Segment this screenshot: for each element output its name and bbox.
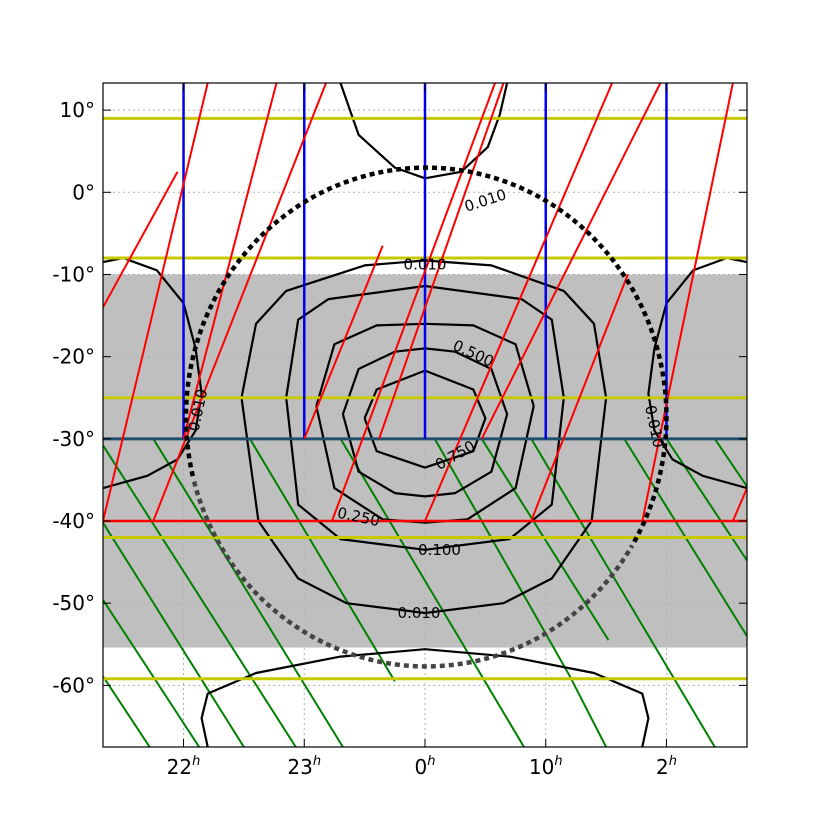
- x-tick-sup: h: [313, 754, 321, 769]
- green-hatch-line: [339, 438, 525, 747]
- red-diagonal-line: [378, 83, 505, 440]
- axis-ticks: 22h 23h 0h 10h 2h10°0°-10°-20°-30°-40°-50°-6…: [52, 83, 747, 779]
- circle-segment-dashed-black: [183, 165, 669, 543]
- y-tick-label: -40°: [52, 509, 95, 533]
- red-diagonal-line: [424, 83, 614, 522]
- contour-label: 0.100: [418, 541, 461, 559]
- x-tick-sup: h: [554, 754, 562, 769]
- x-tick-label: 2h: [656, 754, 677, 779]
- red-diagonal-lines: [103, 83, 747, 522]
- contour-line-0.750: [363, 369, 487, 469]
- green-hatch-line: [665, 438, 747, 562]
- x-tick-sup: h: [192, 754, 200, 769]
- red-diagonal-line: [103, 83, 209, 522]
- green-hatch-lines: [103, 438, 747, 747]
- y-tick-label: -50°: [52, 591, 95, 615]
- contour-label-group: 0.010: [398, 604, 441, 622]
- x-tick-label: 23h: [287, 754, 321, 779]
- red-diagonal-line: [331, 83, 496, 522]
- green-hatch-line: [713, 438, 747, 488]
- contour-line-0.010: [647, 256, 747, 490]
- red-diagonal-line: [530, 274, 629, 522]
- red-diagonal-line: [103, 171, 179, 308]
- x-tick-label: 10h: [529, 754, 563, 779]
- green-hatch-line: [530, 438, 716, 747]
- green-hatch-line: [103, 599, 201, 747]
- green-hatch-line: [249, 438, 396, 682]
- contour-label-group: 0.100: [418, 541, 461, 559]
- contour-label-group: 0.010: [404, 256, 447, 274]
- y-tick-label: 0°: [72, 180, 95, 204]
- y-tick-label: -60°: [52, 673, 95, 697]
- x-tick-label: 0h: [415, 754, 436, 779]
- x-tick-value: 23: [287, 755, 312, 779]
- red-diagonal-line: [480, 83, 662, 440]
- x-tick-value: 10: [529, 755, 554, 779]
- y-tick-label: -30°: [52, 427, 95, 451]
- blue-meridian-lines: [182, 83, 668, 439]
- y-tick-label: -20°: [52, 345, 95, 369]
- y-tick-label: 10°: [60, 98, 95, 122]
- green-hatch-line: [103, 522, 245, 747]
- x-tick-label: 22h: [167, 754, 201, 779]
- green-hatch-line: [480, 438, 610, 641]
- x-tick-value: 0: [415, 755, 428, 779]
- plot-area: 0.0100.0100.5000.7500.2500.1000.0100.010…: [103, 83, 747, 747]
- red-diagonal-line: [303, 245, 384, 440]
- red-diagonal-line: [182, 83, 278, 440]
- red-diagonal-line: [641, 83, 734, 522]
- contour-line-0.010: [200, 648, 650, 747]
- x-tick-value: 22: [167, 755, 192, 779]
- green-hatch-line: [152, 438, 344, 747]
- green-hatch-line: [103, 675, 151, 747]
- contour-label: 0.010: [398, 604, 441, 622]
- green-hatch-line: [103, 444, 297, 747]
- dashed-circle-outline: [183, 165, 669, 669]
- contour-line-0.250: [315, 322, 535, 524]
- red-diagonal-line: [731, 487, 747, 522]
- red-diagonal-line: [152, 83, 327, 522]
- x-tick-sup: h: [427, 754, 435, 769]
- x-tick-value: 2: [656, 755, 669, 779]
- contour-label: 0.010: [404, 256, 447, 274]
- green-hatch-line: [433, 438, 607, 747]
- contour-line-0.010: [103, 256, 203, 490]
- x-tick-sup: h: [669, 754, 677, 769]
- y-tick-label: -10°: [52, 262, 95, 286]
